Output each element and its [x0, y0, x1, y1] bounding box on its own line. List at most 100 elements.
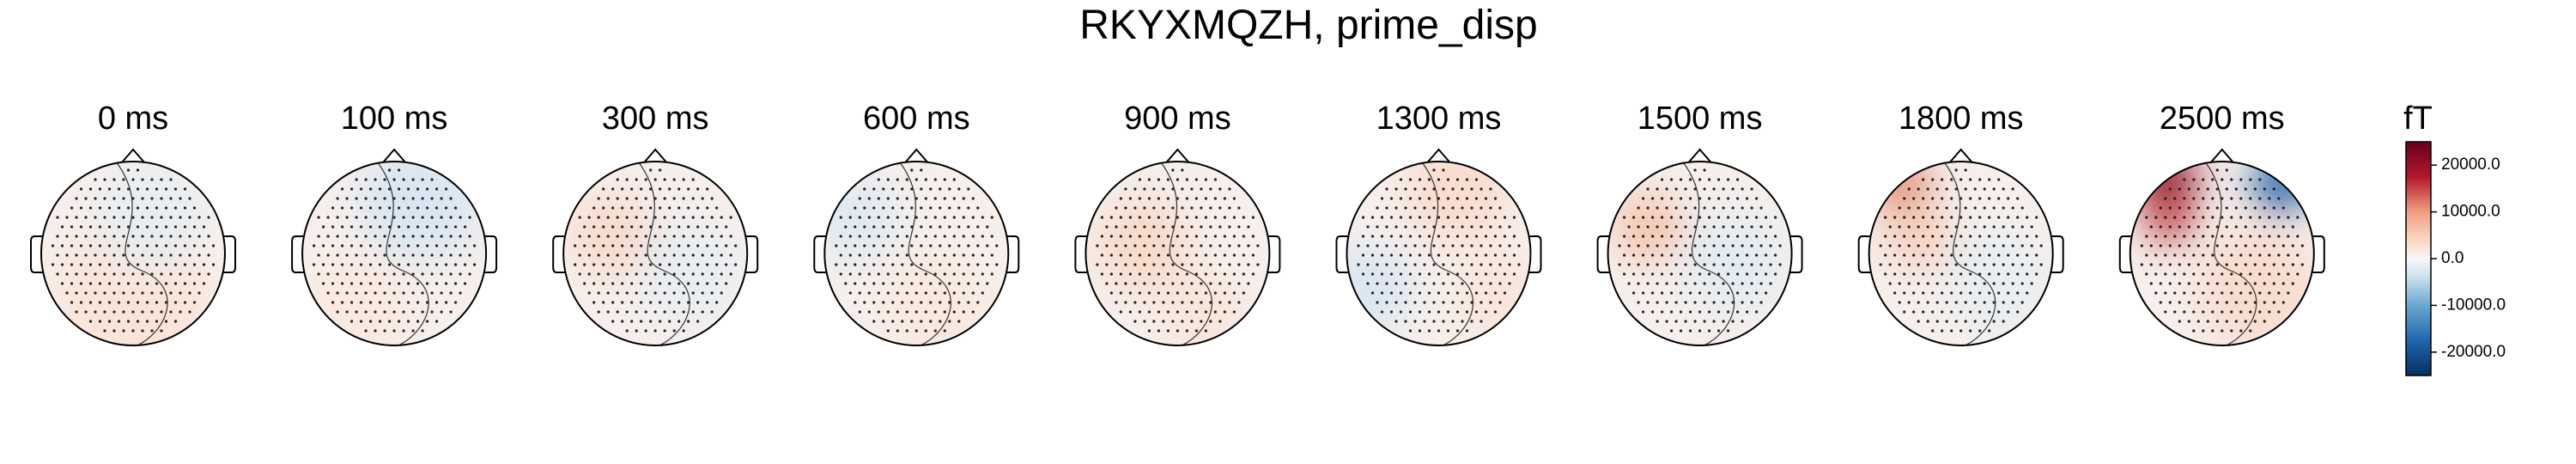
sensor: [1689, 235, 1692, 238]
sensor: [1731, 301, 1735, 304]
sensor: [183, 282, 187, 285]
sensor: [392, 178, 396, 181]
sensor: [345, 310, 349, 314]
sensor: [1689, 272, 1692, 276]
sensor: [1508, 244, 1511, 247]
sensor: [1712, 282, 1716, 285]
sensor: [1964, 301, 1967, 304]
sensor: [1418, 216, 1422, 219]
sensor: [1223, 272, 1226, 276]
sensor: [374, 235, 377, 238]
sensor: [1698, 197, 1702, 200]
sensor: [202, 244, 206, 247]
sensor: [1922, 178, 1925, 181]
sensor: [88, 244, 93, 247]
sensor: [355, 272, 358, 276]
sensor: [2007, 310, 2010, 314]
sensor: [2225, 263, 2228, 266]
sensor: [1935, 263, 1939, 266]
sensor: [416, 282, 420, 285]
sensor: [2258, 197, 2262, 200]
sensor: [1223, 197, 1226, 200]
sensor: [854, 282, 857, 285]
sensor: [621, 263, 624, 266]
sensor: [910, 225, 914, 229]
sensor: [1147, 253, 1151, 257]
sensor: [2196, 282, 2200, 285]
sensor: [2187, 320, 2190, 323]
sensor: [421, 178, 424, 181]
sensor: [407, 282, 410, 285]
sensor: [1988, 216, 1991, 219]
sensor: [1408, 197, 1413, 200]
sensor: [1722, 225, 1725, 229]
sensor: [886, 216, 890, 219]
sensor: [103, 216, 106, 219]
sensor: [962, 272, 965, 276]
sensor: [611, 244, 615, 247]
sensor: [1727, 235, 1730, 238]
sensor: [872, 301, 876, 304]
head-ear: [1267, 235, 1281, 273]
sensor: [1750, 301, 1753, 304]
sensor: [169, 253, 173, 257]
sensor: [84, 272, 88, 276]
sensor: [920, 301, 923, 304]
sensor: [2277, 235, 2281, 238]
sensor: [957, 187, 961, 191]
sensor: [1138, 272, 1141, 276]
sensor: [640, 301, 643, 304]
sensor: [145, 206, 149, 210]
sensor: [653, 178, 657, 181]
sensor: [402, 310, 405, 314]
sensor: [131, 272, 135, 276]
sensor: [2263, 320, 2266, 323]
sensor: [929, 263, 933, 266]
sensor: [430, 235, 434, 238]
sensor: [1185, 310, 1188, 314]
topomap-title: 900 ms: [1124, 101, 1231, 137]
sensor: [839, 253, 842, 257]
sensor: [440, 291, 443, 295]
sensor: [867, 272, 871, 276]
sensor: [967, 301, 970, 304]
sensor: [696, 244, 700, 247]
sensor: [341, 244, 344, 247]
sensor: [122, 197, 125, 200]
sensor: [1465, 291, 1469, 295]
sensor: [1213, 310, 1217, 314]
sensor: [1143, 244, 1146, 247]
sensor: [426, 225, 429, 229]
sensor: [2016, 235, 2020, 238]
sensor: [2168, 244, 2172, 247]
sensor: [445, 301, 448, 304]
sensor: [2272, 301, 2275, 304]
sensor: [94, 216, 97, 219]
sensor: [1755, 253, 1759, 257]
sensor: [449, 197, 453, 200]
sensor: [2011, 301, 2014, 304]
sensor: [914, 178, 918, 181]
head-outline: [301, 161, 488, 346]
sensor: [2281, 225, 2285, 229]
sensor: [1385, 282, 1388, 285]
sensor: [910, 263, 914, 266]
sensor: [2291, 282, 2294, 285]
sensor: [1712, 301, 1716, 304]
sensor: [1893, 235, 1897, 238]
sensor: [2164, 197, 2167, 200]
sensor: [1632, 253, 1636, 257]
sensor: [1670, 178, 1674, 181]
sensor: [2215, 187, 2219, 191]
sensor: [1898, 244, 1901, 247]
sensor: [169, 216, 173, 219]
sensor: [1133, 282, 1137, 285]
sensor: [1152, 282, 1156, 285]
sensor: [659, 187, 662, 191]
sensor: [150, 329, 154, 333]
sensor: [122, 310, 125, 314]
sensor: [1185, 329, 1188, 333]
sensor: [94, 291, 97, 295]
sensor: [1922, 291, 1925, 295]
sensor: [2011, 282, 2014, 285]
